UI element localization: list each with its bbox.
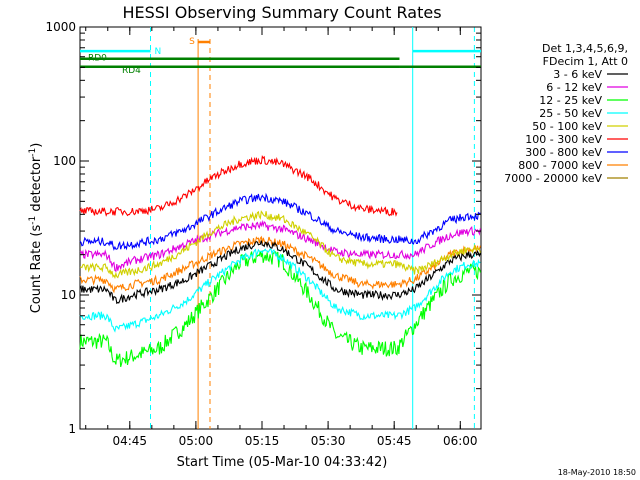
legend-header-line: Det 1,3,4,5,6,9, [542, 42, 628, 55]
series-line [79, 210, 481, 280]
series-line [79, 154, 398, 217]
y-tick-label: 10 [61, 288, 76, 302]
legend-entry-label: 100 - 300 keV [525, 133, 602, 146]
x-tick-label: 05:00 [179, 434, 214, 448]
x-axis-label: Start Time (05-Mar-10 04:33:42) [177, 455, 388, 470]
legend-entry-label: 300 - 800 keV [525, 146, 602, 159]
legend-entry-label: 12 - 25 keV [539, 94, 602, 107]
legend: Det 1,3,4,5,6,9,FDecim 1, Att 03 - 6 keV… [504, 42, 628, 185]
timestamp: 18-May-2010 18:50 [558, 468, 636, 477]
series-line [79, 219, 481, 273]
saa-label: S [189, 37, 195, 47]
x-tick-label: 05:45 [377, 434, 412, 448]
chart-title: HESSI Observing Summary Count Rates [122, 3, 441, 22]
series-line [79, 192, 481, 251]
series-line [79, 235, 481, 294]
legend-header-line: FDecim 1, Att 0 [543, 55, 628, 68]
legend-entry-label: 3 - 6 keV [553, 68, 602, 81]
y-axis-label: Count Rate (s-1 detector-1) [28, 143, 44, 314]
rd0-label: RD0 [88, 54, 107, 64]
y-tick-label: 1 [68, 422, 76, 436]
x-tick-label: 06:00 [443, 434, 478, 448]
orbit-annotations: S N RD0 RD4 [80, 27, 481, 429]
legend-entry-label: 25 - 50 keV [539, 107, 602, 120]
tick-group: 1 10 100 1000 04:45 05:00 05:15 05:30 05:45 06:00 [45, 20, 481, 448]
plot-frame [79, 26, 482, 430]
series-group [79, 154, 481, 368]
series-line [79, 248, 481, 333]
legend-entry-label: 50 - 100 keV [532, 120, 602, 133]
legend-entry-label: 6 - 12 keV [546, 81, 602, 94]
y-tick-label: 1000 [45, 20, 76, 34]
x-tick-label: 05:15 [245, 434, 280, 448]
x-tick-label: 04:45 [112, 434, 147, 448]
legend-entry-label: 7000 - 20000 keV [504, 172, 602, 185]
series-line [79, 240, 481, 305]
legend-entry-label: 800 - 7000 keV [518, 159, 602, 172]
y-tick-label: 100 [53, 154, 76, 168]
night-label: N [155, 47, 162, 57]
rd4-label: RD4 [122, 66, 141, 76]
x-tick-label: 05:30 [311, 434, 346, 448]
